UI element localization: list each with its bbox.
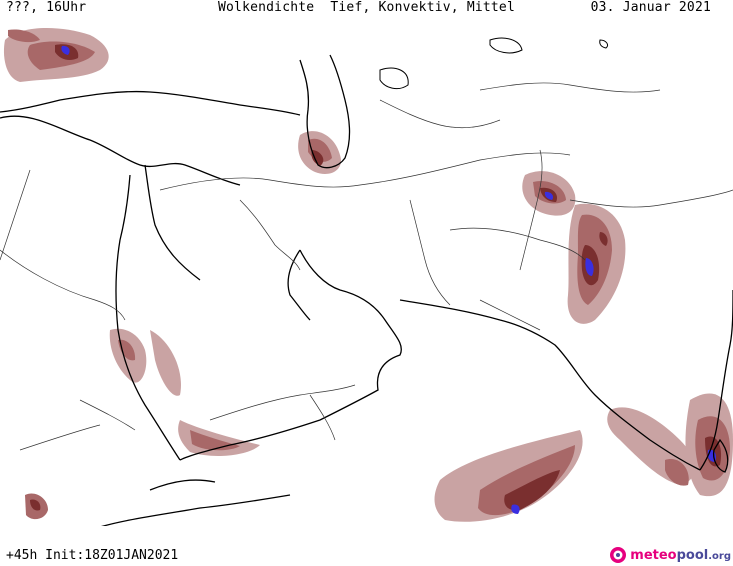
valid-day-time: ???, 16Uhr: [6, 0, 87, 15]
coastlines: [0, 54, 733, 526]
meteopool-logo[interactable]: meteopool.org: [609, 544, 731, 566]
cloud-density-map: [0, 18, 733, 526]
cloud-area-red-sea: [109, 328, 260, 456]
run-info: +45h Init:18Z01JAN2021: [6, 548, 179, 563]
cloud-area-arabian-sea: [434, 430, 583, 522]
meteopool-wordmark: meteopool.org: [630, 547, 731, 563]
cloud-area-caspian: [298, 131, 341, 175]
cloud-area-north-india: [522, 171, 626, 324]
cloud-cover-layer: [3, 28, 733, 522]
country-borders: [0, 82, 733, 451]
valid-date: 03. Januar 2021: [590, 0, 711, 15]
map-title: Wolkendichte Tief, Konvektiv, Mittel: [218, 0, 515, 15]
cloud-area-south-india: [607, 393, 733, 497]
lakes: [379, 37, 609, 90]
cloud-area-balkans: [3, 28, 109, 82]
meteopool-logo-icon: [610, 547, 627, 563]
cloud-area-horn-africa: [25, 493, 48, 520]
map-canvas: [0, 28, 733, 526]
